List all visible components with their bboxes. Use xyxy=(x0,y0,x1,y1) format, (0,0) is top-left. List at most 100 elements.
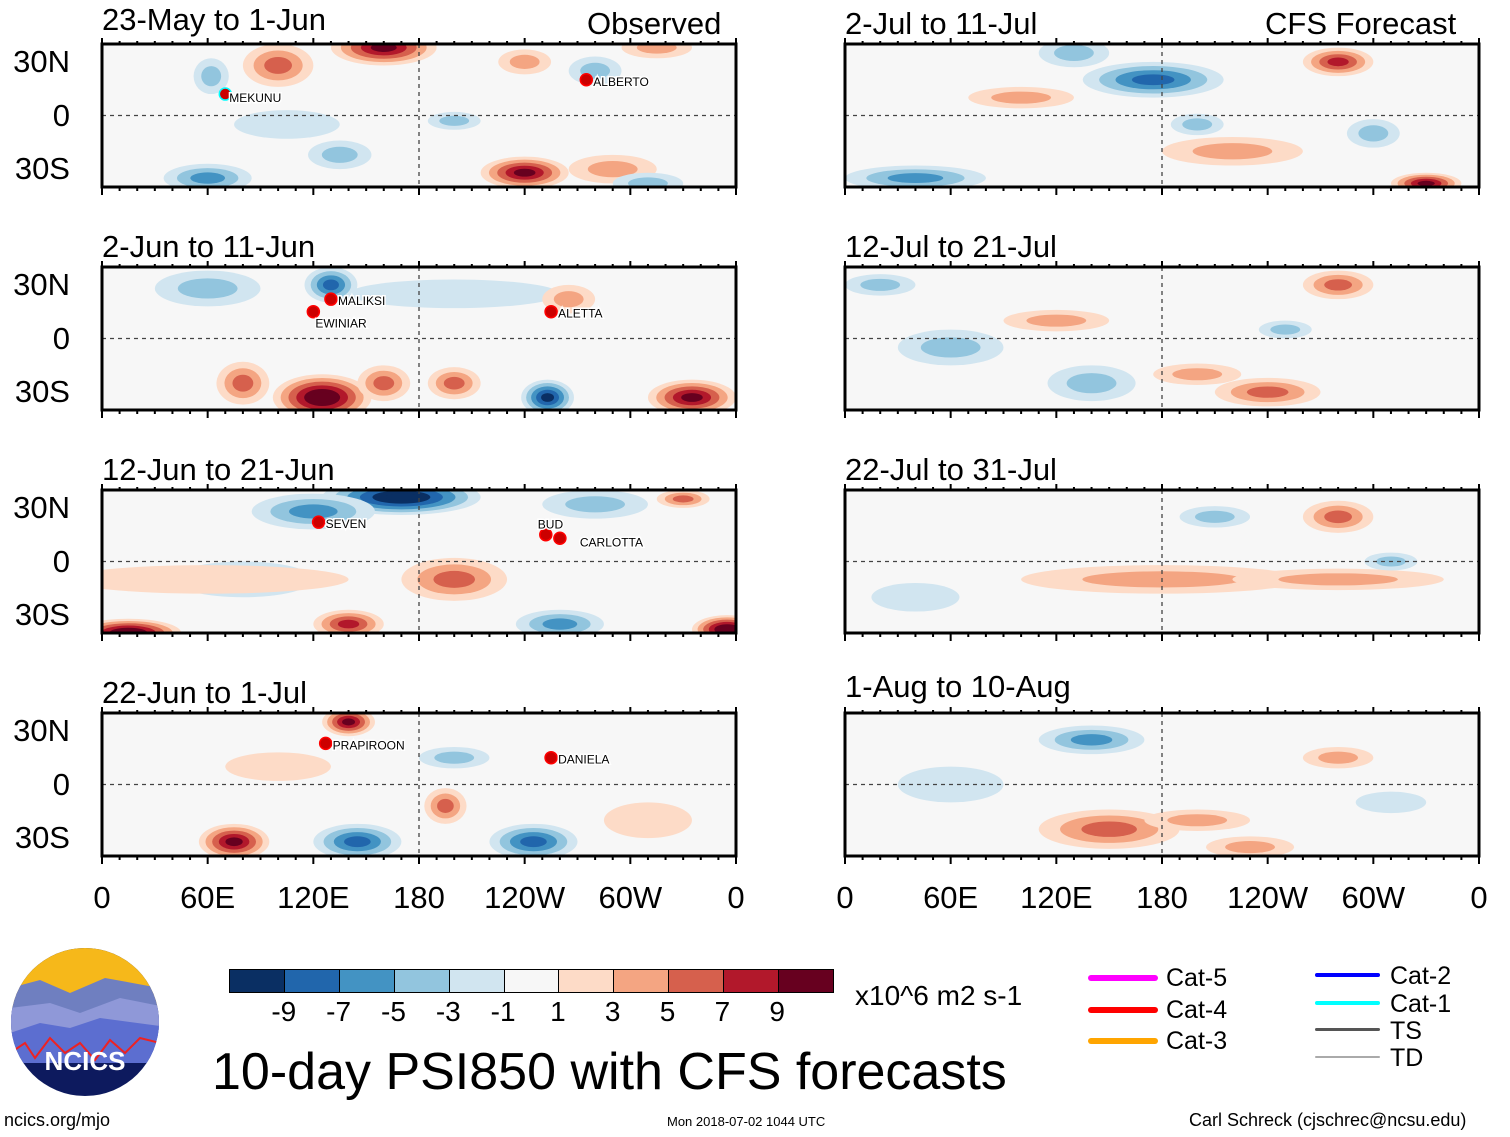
colorbar xyxy=(229,969,834,993)
panel-title: 22-Jul to 31-Jul xyxy=(845,452,1057,487)
y-tick-label: 0 xyxy=(52,766,70,802)
colorbar-tick-label: 3 xyxy=(604,996,621,1027)
anomaly-contour xyxy=(439,115,470,126)
panel-title: 23-May to 1-Jun xyxy=(102,2,326,37)
footer-url[interactable]: ncics.org/mjo xyxy=(4,1110,111,1130)
anomaly-contour xyxy=(681,393,703,402)
anomaly-contour xyxy=(102,565,349,594)
anomaly-contour xyxy=(437,798,454,813)
observed-map-panel: MEKUNU ALBERTO xyxy=(100,38,738,195)
panel-title: 12-Jun to 21-Jun xyxy=(102,452,335,487)
anomaly-contour xyxy=(1054,44,1094,62)
anomaly-contour xyxy=(264,57,292,74)
colorbar-swatch xyxy=(668,970,724,992)
y-tick-label: 0 xyxy=(52,320,70,356)
anomaly-contour xyxy=(920,337,981,358)
anomaly-contour xyxy=(232,374,254,392)
anomaly-contour xyxy=(1066,373,1117,394)
anomaly-contour xyxy=(1081,821,1137,837)
observed-map-panel: SEVEN BUD CARLOTTA xyxy=(100,484,738,641)
colorbar-tick-label: 9 xyxy=(769,996,785,1027)
anomaly-contour xyxy=(860,278,901,291)
panel-title: 1-Aug to 10-Aug xyxy=(845,669,1071,704)
anomaly-contour xyxy=(1358,125,1389,142)
x-tick-label: 120W xyxy=(484,880,566,915)
legend-cat1: Cat-1 xyxy=(1390,990,1452,1018)
y-tick-label: 30N xyxy=(13,489,70,525)
x-tick-label: 120E xyxy=(277,880,350,915)
figure-title: 10-day PSI850 with CFS forecasts xyxy=(212,1043,1007,1101)
observed-map-panel: PRAPIROON DANIELA xyxy=(100,707,738,864)
y-tick-label: 30S xyxy=(14,374,70,410)
storm-label: PRAPIROON xyxy=(333,738,405,752)
anomaly-contour xyxy=(321,146,358,163)
colorbar-swatch xyxy=(558,970,614,992)
legend-cat4: Cat-4 xyxy=(1166,996,1228,1024)
anomaly-contour xyxy=(1192,143,1273,160)
anomaly-contour xyxy=(1167,814,1228,827)
anomaly-contour xyxy=(603,802,692,839)
cat2-line xyxy=(1315,973,1380,977)
colorbar-swatch xyxy=(723,970,779,992)
colorbar-swatch xyxy=(503,970,559,992)
forecast-map-panel xyxy=(843,261,1481,418)
x-tick-label: 180 xyxy=(393,880,445,915)
storm-label: SEVEN xyxy=(326,517,367,531)
anomaly-contour xyxy=(509,54,540,69)
anomaly-contour xyxy=(1194,510,1235,523)
anomaly-contour xyxy=(289,504,338,519)
anomaly-contour xyxy=(225,837,243,847)
svg-text:NCICS: NCICS xyxy=(45,1046,126,1076)
colorbar-tick-label: 7 xyxy=(714,996,731,1027)
storm-label: ALBERTO xyxy=(593,75,649,89)
colorbar-tick-label: 1 xyxy=(550,996,566,1027)
anomaly-contour xyxy=(1026,314,1087,327)
anomaly-contour xyxy=(348,279,560,309)
colorbar-tick-label: -7 xyxy=(326,996,352,1027)
anomaly-contour xyxy=(434,751,475,764)
legend-cat3: Cat-3 xyxy=(1166,1027,1228,1055)
y-tick-label: 0 xyxy=(52,97,70,133)
forecast-map-panel xyxy=(843,707,1481,864)
anomaly-contour xyxy=(719,626,735,633)
storm-label: CARLOTTA xyxy=(580,535,643,549)
colorbar-swatch xyxy=(613,970,669,992)
storm-label: BUD xyxy=(538,518,564,532)
observed-label: Observed xyxy=(587,6,722,41)
colorbar-tick-label: 5 xyxy=(659,996,676,1027)
anomaly-contour xyxy=(553,291,584,308)
colorbar-swatch xyxy=(230,970,284,992)
x-tick-label: 180 xyxy=(1136,880,1188,915)
storm-label: MALIKSI xyxy=(338,294,385,308)
y-tick-label: 30S xyxy=(14,820,70,856)
units-label: x10^6 m2 s-1 xyxy=(855,980,1023,1011)
anomaly-contour xyxy=(1324,510,1352,524)
anomaly-contour xyxy=(225,752,331,781)
anomaly-contour xyxy=(177,278,238,299)
x-tick-label: 60E xyxy=(923,880,979,915)
anomaly-contour xyxy=(1327,57,1349,67)
anomaly-contour xyxy=(628,177,668,187)
anomaly-contour xyxy=(1270,324,1301,335)
legend-ts: TS xyxy=(1390,1017,1422,1045)
x-tick-label: 60W xyxy=(1341,880,1406,915)
anomaly-contour xyxy=(337,619,360,629)
cat1-line xyxy=(1315,1001,1380,1005)
y-tick-label: 30N xyxy=(13,266,70,302)
anomaly-contour xyxy=(672,495,694,503)
anomaly-contour xyxy=(190,172,226,184)
anomaly-contour xyxy=(1131,74,1175,86)
x-tick-label: 120W xyxy=(1227,880,1309,915)
cat4-line xyxy=(1088,1007,1158,1013)
storm-label: DANIELA xyxy=(558,753,609,767)
footer-author: Carl Schreck (cjschrec@ncsu.edu) xyxy=(1189,1110,1467,1130)
panel-title: 2-Jul to 11-Jul xyxy=(845,6,1038,41)
anomaly-contour xyxy=(565,496,625,513)
panel-title: 2-Jun to 11-Jun xyxy=(102,229,316,264)
colorbar-swatch xyxy=(778,970,833,992)
anomaly-contour xyxy=(234,110,340,139)
panel-title: 12-Jul to 21-Jul xyxy=(845,229,1057,264)
anomaly-contour xyxy=(322,279,339,291)
anomaly-contour xyxy=(871,582,960,612)
y-tick-label: 30N xyxy=(13,712,70,748)
